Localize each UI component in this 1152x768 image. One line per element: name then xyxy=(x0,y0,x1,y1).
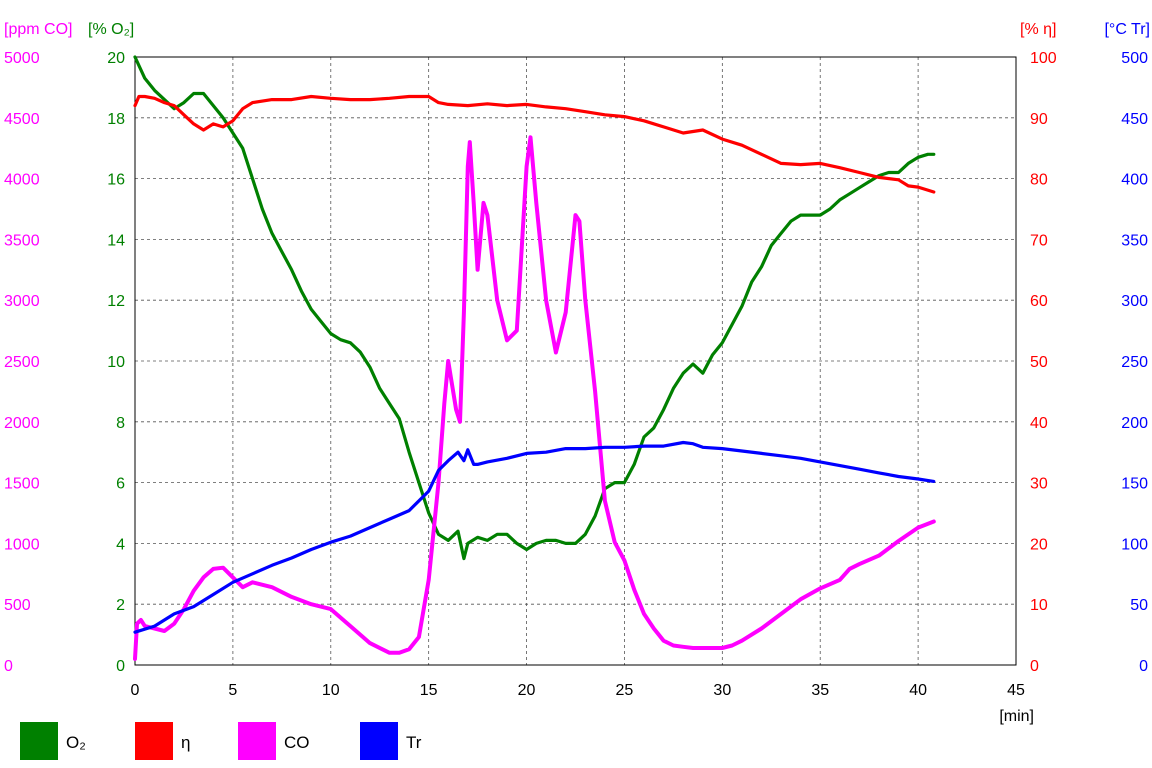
tick-label-o2: 14 xyxy=(107,232,125,249)
x-tick-label: 25 xyxy=(616,682,634,699)
tick-label-tr: 200 xyxy=(1121,415,1148,432)
tick-label-o2: 0 xyxy=(116,658,125,675)
tick-label-tr: 250 xyxy=(1121,354,1148,371)
legend-label-tr: Tr xyxy=(406,733,422,752)
tick-label-co: 1500 xyxy=(4,476,40,493)
tick-label-tr: 500 xyxy=(1121,50,1148,67)
tick-label-co: 3500 xyxy=(4,232,40,249)
tick-label-o2: 20 xyxy=(107,50,125,67)
x-tick-label: 30 xyxy=(713,682,731,699)
legend-label-eta: η xyxy=(181,733,190,752)
x-tick-label: 15 xyxy=(420,682,438,699)
tick-label-co: 4000 xyxy=(4,172,40,189)
x-tick-label: 40 xyxy=(909,682,927,699)
tick-label-co: 2000 xyxy=(4,415,40,432)
tick-label-o2: 10 xyxy=(107,354,125,371)
series-line-eta xyxy=(133,94,936,194)
x-tick-label: 5 xyxy=(228,682,237,699)
tick-label-eta: 50 xyxy=(1030,354,1048,371)
tick-label-co: 0 xyxy=(4,658,13,675)
axis-unit-co: [ppm CO] xyxy=(4,21,72,38)
tick-label-o2: 12 xyxy=(107,293,125,310)
tick-label-eta: 30 xyxy=(1030,476,1048,493)
legend-label-co: CO xyxy=(284,733,310,752)
axis-unit-eta: [% η] xyxy=(1020,21,1056,38)
tick-label-eta: 0 xyxy=(1030,658,1039,675)
axis-unit-tr: [°C Tr] xyxy=(1104,21,1150,38)
x-tick-label: 10 xyxy=(322,682,340,699)
tick-label-o2: 2 xyxy=(116,597,125,614)
tick-label-co: 4500 xyxy=(4,111,40,128)
x-tick-label: 20 xyxy=(518,682,536,699)
tick-label-tr: 450 xyxy=(1121,111,1148,128)
legend-label-o2: O₂ xyxy=(66,733,86,752)
tick-label-o2: 8 xyxy=(116,415,125,432)
legend-swatch-o2 xyxy=(20,722,58,760)
x-axis-unit: [min] xyxy=(999,708,1034,725)
legend-swatch-tr xyxy=(360,722,398,760)
x-tick-label: 45 xyxy=(1007,682,1025,699)
series-layer xyxy=(133,55,936,661)
tick-label-eta: 90 xyxy=(1030,111,1048,128)
series-line-o2 xyxy=(133,55,936,561)
tick-label-o2: 6 xyxy=(116,476,125,493)
series-line-co xyxy=(133,135,936,661)
tick-label-tr: 350 xyxy=(1121,232,1148,249)
plot-frame xyxy=(134,56,1017,666)
tick-label-eta: 70 xyxy=(1030,232,1048,249)
tick-label-co: 5000 xyxy=(4,50,40,67)
tick-label-tr: 400 xyxy=(1121,172,1148,189)
tick-label-tr: 50 xyxy=(1130,597,1148,614)
tick-label-eta: 40 xyxy=(1030,415,1048,432)
x-tick-label: 0 xyxy=(131,682,140,699)
axis-layer: 0500100015002000250030003500400045005000… xyxy=(4,21,1150,725)
legend-swatch-co xyxy=(238,722,276,760)
tick-label-tr: 150 xyxy=(1121,476,1148,493)
x-tick-label: 35 xyxy=(811,682,829,699)
tick-label-tr: 100 xyxy=(1121,536,1148,553)
tick-label-co: 500 xyxy=(4,597,31,614)
grid xyxy=(135,57,1016,665)
legend: O₂ η CO Tr xyxy=(20,722,422,760)
tick-label-co: 2500 xyxy=(4,354,40,371)
series-line-tr xyxy=(133,440,936,634)
tick-label-tr: 300 xyxy=(1121,293,1148,310)
tick-label-eta: 20 xyxy=(1030,536,1048,553)
tick-label-o2: 18 xyxy=(107,111,125,128)
tick-label-eta: 80 xyxy=(1030,172,1048,189)
tick-label-eta: 60 xyxy=(1030,293,1048,310)
tick-label-tr: 0 xyxy=(1139,658,1148,675)
tick-label-eta: 100 xyxy=(1030,50,1057,67)
tick-label-eta: 10 xyxy=(1030,597,1048,614)
tick-label-o2: 16 xyxy=(107,172,125,189)
tick-label-co: 1000 xyxy=(4,536,40,553)
tick-label-co: 3000 xyxy=(4,293,40,310)
tick-label-o2: 4 xyxy=(116,536,125,553)
axis-unit-o2: [% O₂] xyxy=(88,21,134,38)
legend-swatch-eta xyxy=(135,722,173,760)
